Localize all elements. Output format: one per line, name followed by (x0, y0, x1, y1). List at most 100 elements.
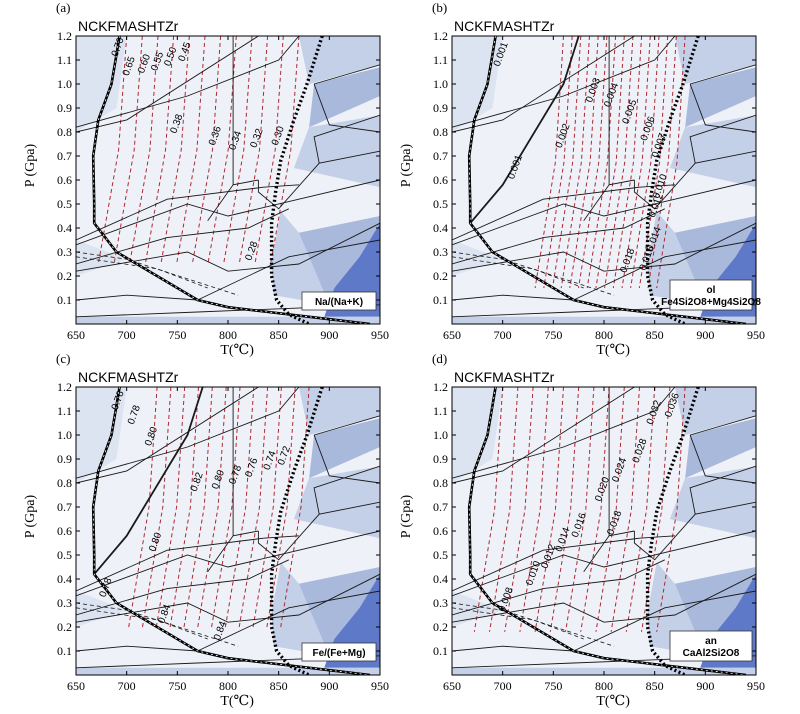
field-boundary (452, 535, 675, 592)
y-tick-label: 1.0 (433, 428, 448, 442)
isopleth-line (197, 387, 227, 628)
field-boundary (313, 114, 380, 164)
isopleth-line (270, 36, 300, 265)
stability-field (76, 387, 127, 483)
isopleth-line (656, 36, 686, 289)
y-tick-label: 0.7 (433, 149, 448, 163)
y-tick-label: 0.8 (433, 125, 448, 139)
x-tick-label: 750 (544, 679, 562, 693)
isopleth-line (630, 36, 660, 289)
isopleth-line (252, 387, 282, 628)
isopleth-line (656, 387, 686, 632)
x-tick-label: 700 (494, 679, 512, 693)
field-boundary (452, 294, 574, 301)
y-tick-label: 0.3 (433, 596, 448, 610)
y-tick-label: 0.5 (433, 197, 448, 211)
panel-label: (d) (432, 351, 447, 366)
isopleth-line (211, 387, 241, 628)
x-tick-label: 950 (747, 328, 765, 342)
y-tick-label: 0.2 (57, 269, 72, 283)
legend-label: CaAl2Si2O8 (683, 648, 740, 659)
x-tick-label: 750 (168, 679, 186, 693)
y-tick-label: 0.1 (433, 644, 448, 658)
field-boundary (197, 590, 380, 652)
x-axis-label: T(℃) (220, 343, 254, 358)
stability-field (76, 240, 127, 276)
x-tick-label: 700 (118, 328, 136, 342)
y-tick-label: 0.1 (57, 644, 72, 658)
isopleth-line (155, 387, 186, 628)
isopleth-line (129, 36, 159, 265)
field-boundary (76, 387, 259, 484)
stability-field (293, 466, 380, 539)
x-tick-label: 650 (443, 328, 461, 342)
y-tick-label: 1.1 (57, 404, 72, 418)
y-tick-label: 0.7 (433, 500, 448, 514)
legend-box (301, 642, 377, 662)
legend-box (669, 630, 753, 662)
stability-field (298, 387, 380, 435)
stability-field (271, 211, 330, 305)
field-boundary (76, 184, 299, 241)
x-tick-label: 650 (67, 679, 85, 693)
isopleth-line (504, 387, 534, 632)
y-tick-label: 0.6 (433, 173, 448, 187)
y-tick-label: 1.0 (433, 77, 448, 91)
isopleth-line (549, 387, 580, 632)
x-tick-label: 900 (320, 679, 338, 693)
y-tick-label: 0.4 (433, 221, 448, 235)
isopleth-line (489, 387, 519, 632)
y-tick-label: 1.2 (433, 29, 448, 43)
chart-title: NCKFMASHTZr (454, 369, 555, 385)
isopleth-line (144, 36, 175, 265)
stability-field (197, 261, 274, 300)
x-tick-label: 850 (646, 328, 664, 342)
y-tick-label: 0.1 (57, 293, 72, 307)
stability-field (452, 591, 503, 627)
y-axis-label: P (Gpa) (23, 144, 38, 188)
isopleth-line (565, 387, 595, 632)
y-tick-label: 1.1 (433, 53, 448, 67)
isopleth-line (580, 387, 610, 632)
legend: Na/(Na+K) (301, 291, 377, 311)
panel-3: 0.0360.0320.0280.0240.0200.0180.0160.014… (399, 351, 765, 709)
y-tick-label: 1.2 (57, 380, 72, 394)
field-boundary (633, 150, 756, 210)
isopleth-line (160, 36, 190, 265)
x-tick-label: 950 (371, 328, 389, 342)
stability-field (197, 612, 274, 651)
solidus-line (91, 387, 371, 675)
field-boundary (452, 36, 635, 133)
reaction-line (469, 36, 580, 224)
x-tick-label: 950 (747, 679, 765, 693)
zircon-saturation-line (269, 387, 324, 675)
stability-field (76, 591, 127, 627)
y-axis-label: P (Gpa) (23, 495, 38, 539)
isopleth-line (238, 36, 269, 265)
field-boundary (452, 559, 665, 616)
isopleth-line (595, 387, 625, 632)
isopleth-line (647, 36, 677, 289)
stability-field (685, 67, 756, 128)
field-boundary (313, 415, 380, 436)
solidus-line (467, 36, 747, 324)
field-boundary (633, 501, 756, 561)
field-boundary (689, 114, 756, 164)
field-boundary (76, 559, 289, 616)
stability-field (309, 418, 380, 479)
y-tick-label: 0.4 (57, 221, 72, 235)
stability-field (271, 562, 330, 656)
y-tick-label: 0.2 (57, 620, 72, 634)
x-axis-label: T(℃) (220, 694, 254, 709)
y-tick-label: 1.1 (433, 404, 448, 418)
y-axis-label: P (Gpa) (399, 144, 414, 188)
x-tick-label: 700 (118, 679, 136, 693)
stability-field (674, 387, 756, 435)
y-tick-label: 0.6 (57, 524, 72, 538)
field-boundary (313, 465, 380, 515)
zircon-saturation-line (645, 387, 700, 675)
y-tick-label: 0.9 (433, 101, 448, 115)
